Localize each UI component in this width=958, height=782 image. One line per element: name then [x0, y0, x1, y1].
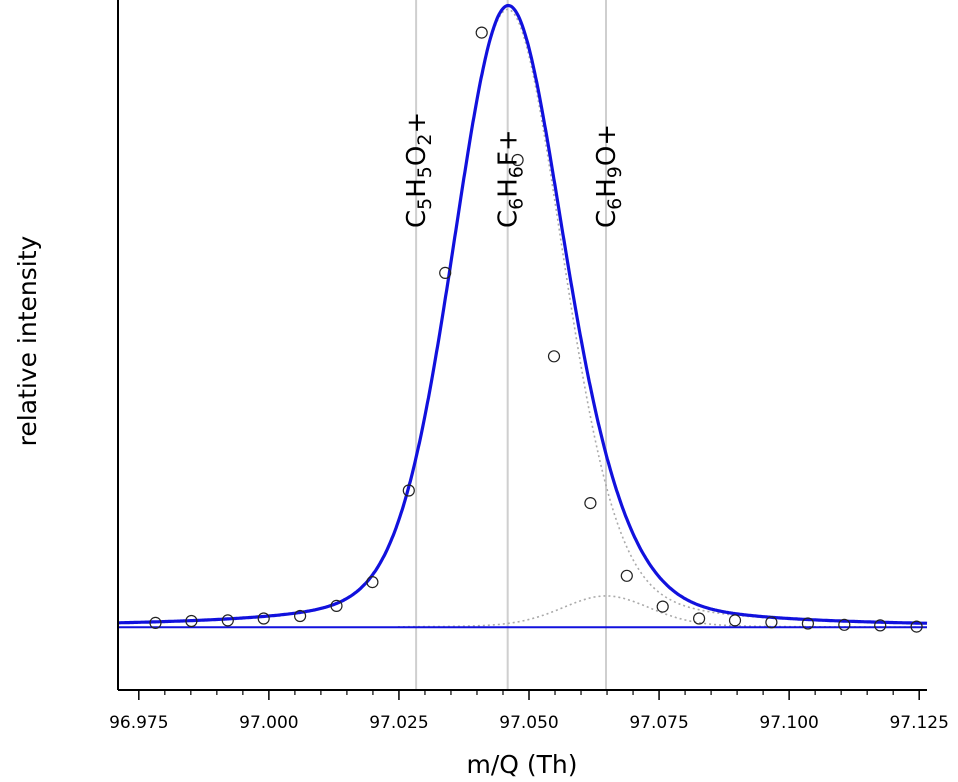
x-tick-label: 96.975 [109, 713, 168, 733]
peak-label-2: C6H6F+ [494, 129, 528, 228]
data-point [402, 484, 415, 497]
x-tick-label: 97.050 [499, 713, 558, 733]
data-point [801, 617, 815, 630]
data-point [910, 620, 923, 633]
data-point [511, 153, 524, 167]
data-point [656, 600, 669, 613]
data-points [149, 26, 923, 633]
data-point [257, 612, 270, 625]
data-point [439, 266, 452, 279]
data-point [692, 612, 706, 625]
axes [117, 0, 927, 691]
data-point [185, 614, 198, 628]
peak-label-3: C6H9O+ [592, 124, 626, 228]
data-point [330, 599, 343, 613]
fit-curve [118, 3, 928, 625]
data-point [728, 614, 742, 627]
data-point [874, 619, 887, 632]
x-tick-label: 97.000 [239, 713, 298, 733]
fit-group [118, 3, 928, 629]
x-tick-label: 97.025 [369, 713, 428, 733]
data-point [366, 575, 379, 589]
data-point [221, 614, 234, 627]
data-point [294, 609, 307, 623]
data-point [547, 350, 561, 363]
data-point [149, 616, 162, 630]
x-tick-label: 97.100 [759, 713, 818, 733]
data-point [584, 497, 597, 510]
x-tick-label: 97.075 [629, 713, 688, 733]
x-tick-label: 97.125 [889, 713, 948, 733]
component-curve-1 [299, 8, 820, 622]
peak-marker-lines [415, 0, 608, 690]
y-axis-title: relative intensity [13, 235, 42, 446]
data-point [838, 618, 851, 631]
component-curve-2 [397, 595, 919, 628]
data-point [475, 26, 488, 39]
x-ticks: 96.975 97.000 97.025 97.050 97.075 97.100 97.1… [109, 690, 949, 733]
peak-labels: C5H5O2+ C6H6F+ C6H9O+ [402, 112, 626, 228]
data-point [620, 569, 633, 582]
data-point [765, 616, 778, 629]
peak-label-1: C5H5O2+ [402, 112, 436, 228]
x-axis-title: m/Q (Th) [466, 750, 577, 779]
